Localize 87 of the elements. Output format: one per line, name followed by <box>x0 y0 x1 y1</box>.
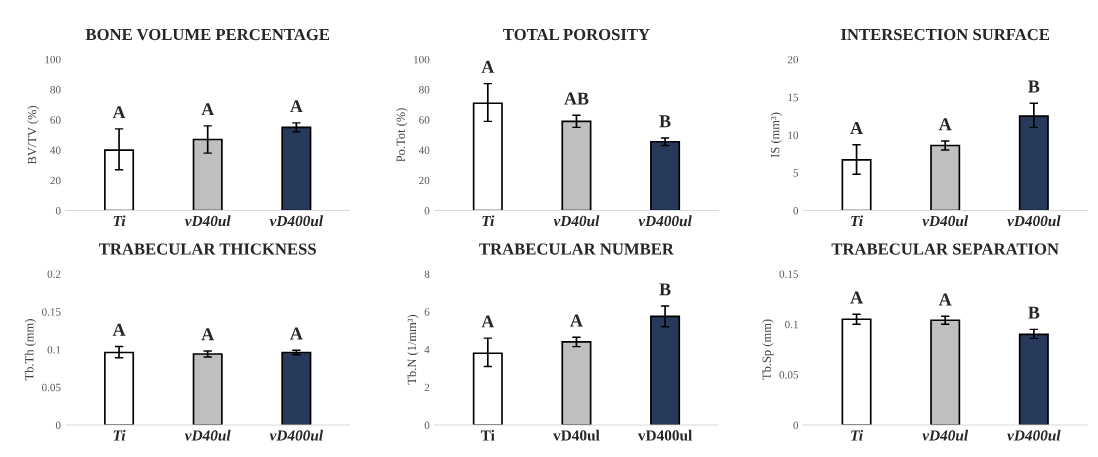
annotation: AB <box>564 92 589 105</box>
y-tick-label: 20 <box>419 176 430 185</box>
y-axis-title: Po.Tot (%) <box>396 108 408 162</box>
y-tick-label: 0 <box>793 421 799 429</box>
y-tick-label: 2 <box>424 383 430 392</box>
annotation: A <box>481 315 495 328</box>
bar <box>930 144 961 211</box>
y-tick-label: 0.05 <box>779 371 799 379</box>
y-tick-label: 20 <box>787 55 799 64</box>
annotation: A <box>290 327 303 340</box>
x-tick-label: Ti <box>851 429 863 441</box>
x-tick-label: vD40ul <box>184 215 231 227</box>
annotation: A <box>570 314 583 327</box>
annotation: A <box>938 293 952 306</box>
annotation: A <box>481 60 495 73</box>
x-tick-label: vD40ul <box>553 215 600 227</box>
annotation: A <box>938 118 952 131</box>
y-tick-label: 100 <box>45 55 61 64</box>
y-tick-label: 15 <box>788 93 799 102</box>
y-tick-label: 8 <box>424 270 430 278</box>
y-tick-label: 0.2 <box>47 270 61 278</box>
y-axis-title: Tb.Sp (mm) <box>762 319 774 380</box>
bar <box>281 126 312 211</box>
x-tick-label: vD400ul <box>638 215 692 227</box>
chart-title: TOTAL POROSITY <box>503 28 650 41</box>
annotation: A <box>290 100 303 113</box>
chart-title: INTERSECTION SURFACE <box>841 28 1050 41</box>
y-tick-label: 0 <box>424 421 430 429</box>
x-tick-label: Ti <box>113 429 126 441</box>
chart-title: TRABECULAR SEPARATION <box>831 243 1059 255</box>
annotation: B <box>1028 80 1040 93</box>
bar <box>1018 333 1049 426</box>
annotation: A <box>112 106 126 119</box>
y-tick-label: 20 <box>50 176 61 185</box>
y-tick-label: 4 <box>424 346 430 354</box>
x-tick-label: Ti <box>113 215 126 226</box>
annotation: A <box>850 122 863 134</box>
y-tick-label: 6 <box>424 308 430 316</box>
annotation: B <box>1028 306 1040 319</box>
y-tick-label: 40 <box>50 146 61 155</box>
chart-title: BONE VOLUME PERCENTAGE <box>85 28 330 41</box>
y-tick-label: 80 <box>419 86 430 94</box>
y-tick-label: 80 <box>50 86 61 94</box>
y-tick-label: 100 <box>414 55 430 64</box>
y-axis-title: Tb.N (1/mm³) <box>407 314 419 385</box>
y-tick-label: 0.15 <box>779 270 799 278</box>
y-tick-label: 0 <box>424 206 430 215</box>
y-tick-label: 0.1 <box>47 345 61 354</box>
y-tick-label: 0.15 <box>42 308 61 316</box>
bar <box>561 341 592 426</box>
y-tick-label: 0.05 <box>42 383 61 392</box>
annotation: A <box>201 328 215 341</box>
annotation: A <box>201 103 215 116</box>
y-tick-label: 40 <box>418 146 430 155</box>
y-axis-title: BV/TV (%) <box>27 105 39 165</box>
annotation: B <box>659 283 671 296</box>
bar <box>561 120 592 211</box>
chart-title: TRABECULAR THICKNESS <box>99 243 316 255</box>
y-tick-label: 60 <box>419 116 430 124</box>
x-tick-label: vD400ul <box>637 429 692 441</box>
x-tick-label: Ti <box>482 215 495 226</box>
x-tick-label: vD400ul <box>1007 215 1061 227</box>
y-tick-label: 0 <box>55 206 61 215</box>
y-axis-title: Tb.Th (mm) <box>24 319 37 381</box>
x-tick-label: vD400ul <box>1007 429 1061 441</box>
annotation: A <box>112 323 126 336</box>
y-tick-label: 0 <box>55 421 61 429</box>
chart-title: TRABECULAR NUMBER <box>479 243 675 255</box>
y-tick-label: 5 <box>793 169 799 177</box>
annotation: B <box>659 115 671 128</box>
x-tick-label: Ti <box>851 215 863 226</box>
y-tick-label: 10 <box>788 131 799 139</box>
y-tick-label: 0 <box>793 206 799 215</box>
y-tick-label: 0.1 <box>785 320 798 329</box>
bar <box>930 319 961 426</box>
x-tick-label: vD40ul <box>184 429 231 441</box>
y-axis-title: IS (mm³) <box>770 112 782 158</box>
x-tick-label: vD40ul <box>553 429 600 441</box>
bar <box>650 140 681 211</box>
x-tick-label: vD400ul <box>269 429 324 441</box>
y-tick-label: 60 <box>50 116 61 124</box>
x-tick-label: vD40ul <box>922 429 969 441</box>
x-tick-label: Ti <box>480 429 495 441</box>
annotation: A <box>850 291 863 304</box>
x-tick-label: vD400ul <box>269 215 324 227</box>
bar <box>841 318 872 426</box>
x-tick-label: vD40ul <box>922 215 969 227</box>
